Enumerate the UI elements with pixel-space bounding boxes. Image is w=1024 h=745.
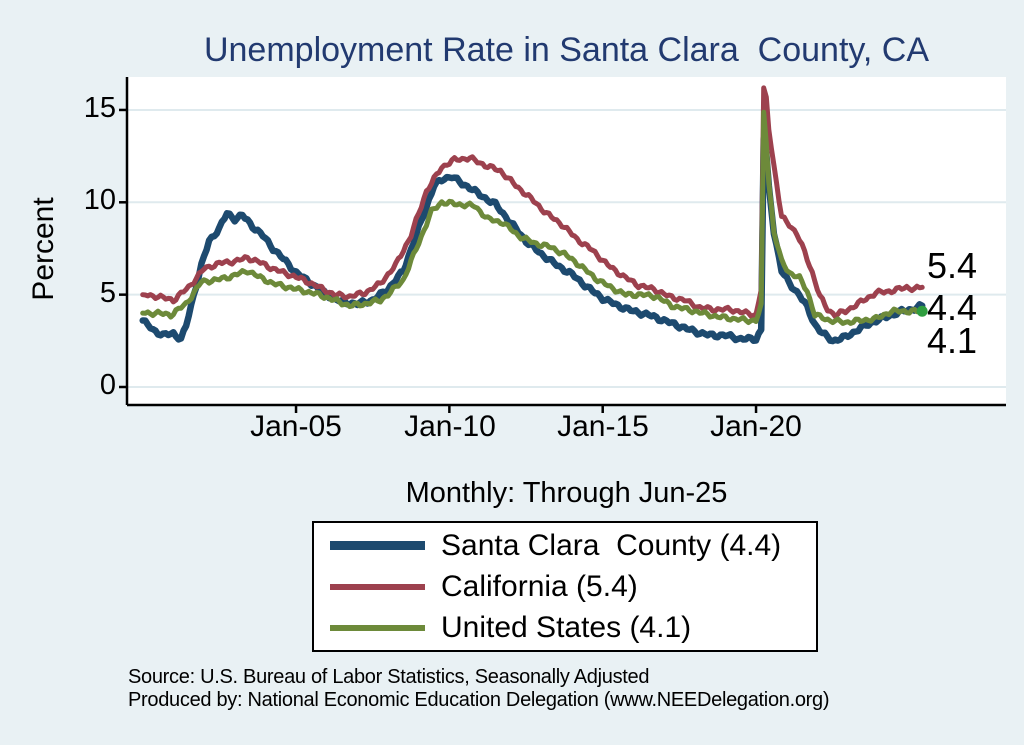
y-tick-label-10: 10 (83, 184, 116, 216)
x-tick-label-jan20: Jan-20 (710, 410, 802, 443)
source-line-1: Source: U.S. Bureau of Labor Statistics,… (128, 666, 650, 688)
legend-box: Santa Clara County (4.4) California (5.4… (312, 521, 818, 652)
source-line-2: Produced by: National Economic Education… (128, 689, 830, 711)
chart-subtitle: Monthly: Through Jun-25 (405, 477, 728, 509)
chart-canvas (119, 77, 1006, 413)
y-tick-label-15: 15 (83, 92, 116, 124)
x-tick-label-jan15: Jan-15 (557, 410, 649, 443)
y-tick-label-0: 0 (99, 369, 116, 401)
legend-row-california: California (5.4) (314, 566, 816, 607)
legend-swatch-california (330, 583, 425, 590)
end-value-label-united-states: 4.1 (927, 320, 978, 361)
end-value-label-california: 5.4 (927, 245, 978, 286)
legend-label-california: California (5.4) (441, 569, 638, 603)
plot-area (127, 77, 1006, 405)
axes (119, 77, 1006, 413)
legend-swatch-santa-clara (330, 541, 425, 550)
y-tick-label-5: 5 (99, 277, 116, 309)
legend-row-santa-clara: Santa Clara County (4.4) (314, 525, 816, 566)
end-value-label-santa-clara: 4.4 (927, 287, 978, 328)
legend-label-santa-clara: Santa Clara County (4.4) (441, 528, 782, 562)
x-tick-label-jan10: Jan-10 (404, 410, 496, 443)
series-line-california (140, 85, 925, 320)
legend-row-united-states: United States (4.1) (314, 607, 816, 648)
series-line-united-states (140, 109, 925, 326)
chart-title: Unemployment Rate in Santa Clara County,… (203, 31, 930, 69)
source-note: Source: U.S. Bureau of Labor Statistics,… (128, 666, 830, 712)
legend-label-united-states: United States (4.1) (441, 610, 692, 644)
series-end-dot (916, 305, 928, 317)
legend-swatch-united-states (330, 624, 425, 631)
x-tick-label-jan05: Jan-05 (250, 410, 342, 443)
gridlines (127, 108, 1006, 388)
